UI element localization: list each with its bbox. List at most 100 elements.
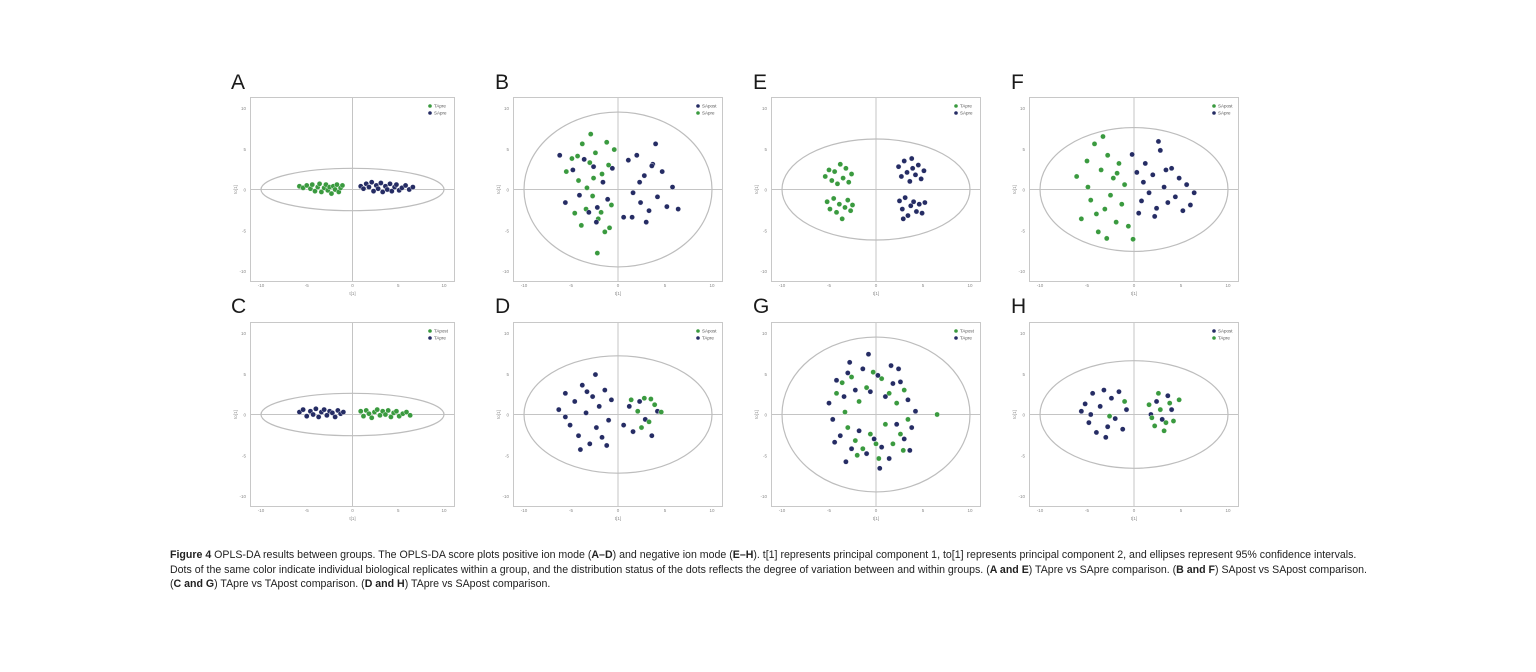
x-tick-label: -10 xyxy=(521,283,528,288)
data-point xyxy=(1121,398,1128,405)
legend-label: TApre xyxy=(434,336,446,341)
x-tick-label: 10 xyxy=(709,283,715,288)
data-point xyxy=(589,193,596,199)
x-tick-label: 5 xyxy=(664,508,667,513)
data-point xyxy=(321,406,327,413)
data-point xyxy=(845,424,851,431)
data-point xyxy=(609,165,616,172)
y-axis-label: to[1] xyxy=(754,185,759,194)
legend-marker xyxy=(954,329,958,333)
data-point xyxy=(900,216,907,222)
data-point xyxy=(908,424,915,431)
legend-marker xyxy=(1212,104,1216,108)
x-tick-label: 0 xyxy=(351,508,354,513)
y-tick-label: 10 xyxy=(1020,331,1026,336)
data-point xyxy=(634,152,640,159)
data-point xyxy=(1146,401,1152,408)
data-point xyxy=(636,179,643,185)
data-point xyxy=(1159,416,1165,423)
data-point xyxy=(829,177,835,184)
data-point xyxy=(1153,205,1160,212)
data-point xyxy=(651,401,658,408)
data-point xyxy=(334,181,340,188)
panel-label-g: G xyxy=(753,295,770,318)
data-point xyxy=(324,412,330,419)
x-tick-label: -5 xyxy=(569,508,573,513)
x-tick-label: 10 xyxy=(441,508,447,513)
data-point xyxy=(904,169,910,176)
y-tick-label: 10 xyxy=(241,106,247,111)
data-point xyxy=(867,388,874,395)
data-point xyxy=(328,190,335,197)
y-tick-label: 5 xyxy=(243,372,246,377)
data-point xyxy=(594,250,601,256)
data-point xyxy=(360,185,367,192)
x-tick-label: 5 xyxy=(1180,508,1183,513)
data-point xyxy=(1142,160,1149,167)
data-point xyxy=(1183,181,1190,188)
data-point xyxy=(388,414,394,420)
data-point xyxy=(1097,403,1103,410)
data-point xyxy=(1082,401,1088,407)
x-tick-label: 0 xyxy=(617,283,620,288)
x-tick-label: 10 xyxy=(1225,283,1231,288)
y-tick-label: 5 xyxy=(506,147,509,152)
y-tick-label: 0 xyxy=(243,413,246,418)
data-point xyxy=(1098,167,1104,173)
data-point xyxy=(919,210,925,216)
data-point xyxy=(587,131,594,137)
data-point xyxy=(843,458,849,465)
legend-marker xyxy=(696,104,700,108)
legend-marker xyxy=(1212,111,1216,115)
data-point xyxy=(1116,160,1122,167)
score-plot-e: 10 5 0 -5 -10 -10 -5 0 5 10 t[1] to[1] TApre SApre xyxy=(754,97,981,296)
panel-label-d: D xyxy=(495,295,511,318)
data-point xyxy=(316,180,323,187)
legend-marker xyxy=(428,104,432,108)
data-point xyxy=(332,414,338,420)
data-point xyxy=(1168,165,1175,172)
data-point xyxy=(876,465,883,472)
data-point xyxy=(309,181,316,188)
data-point xyxy=(578,222,585,229)
y-tick-label: 10 xyxy=(762,106,768,111)
data-point xyxy=(620,422,627,428)
data-point xyxy=(599,434,605,441)
y-tick-label: 10 xyxy=(241,331,247,336)
data-point xyxy=(1157,147,1164,154)
score-plot-a: 10 5 0 -5 -10 -10 -5 0 5 10 t[1] to[1] TApre SApre xyxy=(233,97,455,296)
data-point xyxy=(571,398,578,405)
confidence-ellipse xyxy=(523,111,713,268)
data-point xyxy=(1110,175,1117,181)
data-point xyxy=(637,199,644,206)
data-point xyxy=(606,225,613,231)
data-point xyxy=(876,455,882,462)
data-point xyxy=(886,390,892,397)
data-point xyxy=(848,171,855,177)
legend-marker xyxy=(1212,336,1216,340)
data-point xyxy=(300,406,306,413)
data-point xyxy=(1165,392,1171,399)
data-point xyxy=(839,379,845,386)
data-point xyxy=(1121,181,1128,188)
data-point xyxy=(865,351,872,357)
data-point xyxy=(907,203,914,209)
data-point xyxy=(915,162,922,168)
score-plot-c: 10 5 0 -5 -10 -10 -5 0 5 10 t[1] to[1] TApost TApre xyxy=(233,322,455,521)
data-point xyxy=(389,188,395,194)
x-tick-label: 0 xyxy=(875,508,878,513)
legend-label: TApost xyxy=(434,329,449,334)
data-point xyxy=(847,207,854,214)
y-tick-label: -5 xyxy=(763,228,767,233)
data-point xyxy=(602,229,608,235)
data-point xyxy=(590,163,597,170)
data-point xyxy=(402,182,409,189)
y-tick-label: 5 xyxy=(243,147,246,152)
plot-canvas: 10 5 0 -5 -10 -10 -5 0 5 10 t[1] to[1] TApre SApre xyxy=(754,98,980,296)
data-point xyxy=(1149,414,1155,421)
data-point xyxy=(907,178,913,185)
data-point xyxy=(842,204,848,211)
data-point xyxy=(648,396,654,402)
data-point xyxy=(592,371,599,378)
y-tick-label: 5 xyxy=(764,147,767,152)
